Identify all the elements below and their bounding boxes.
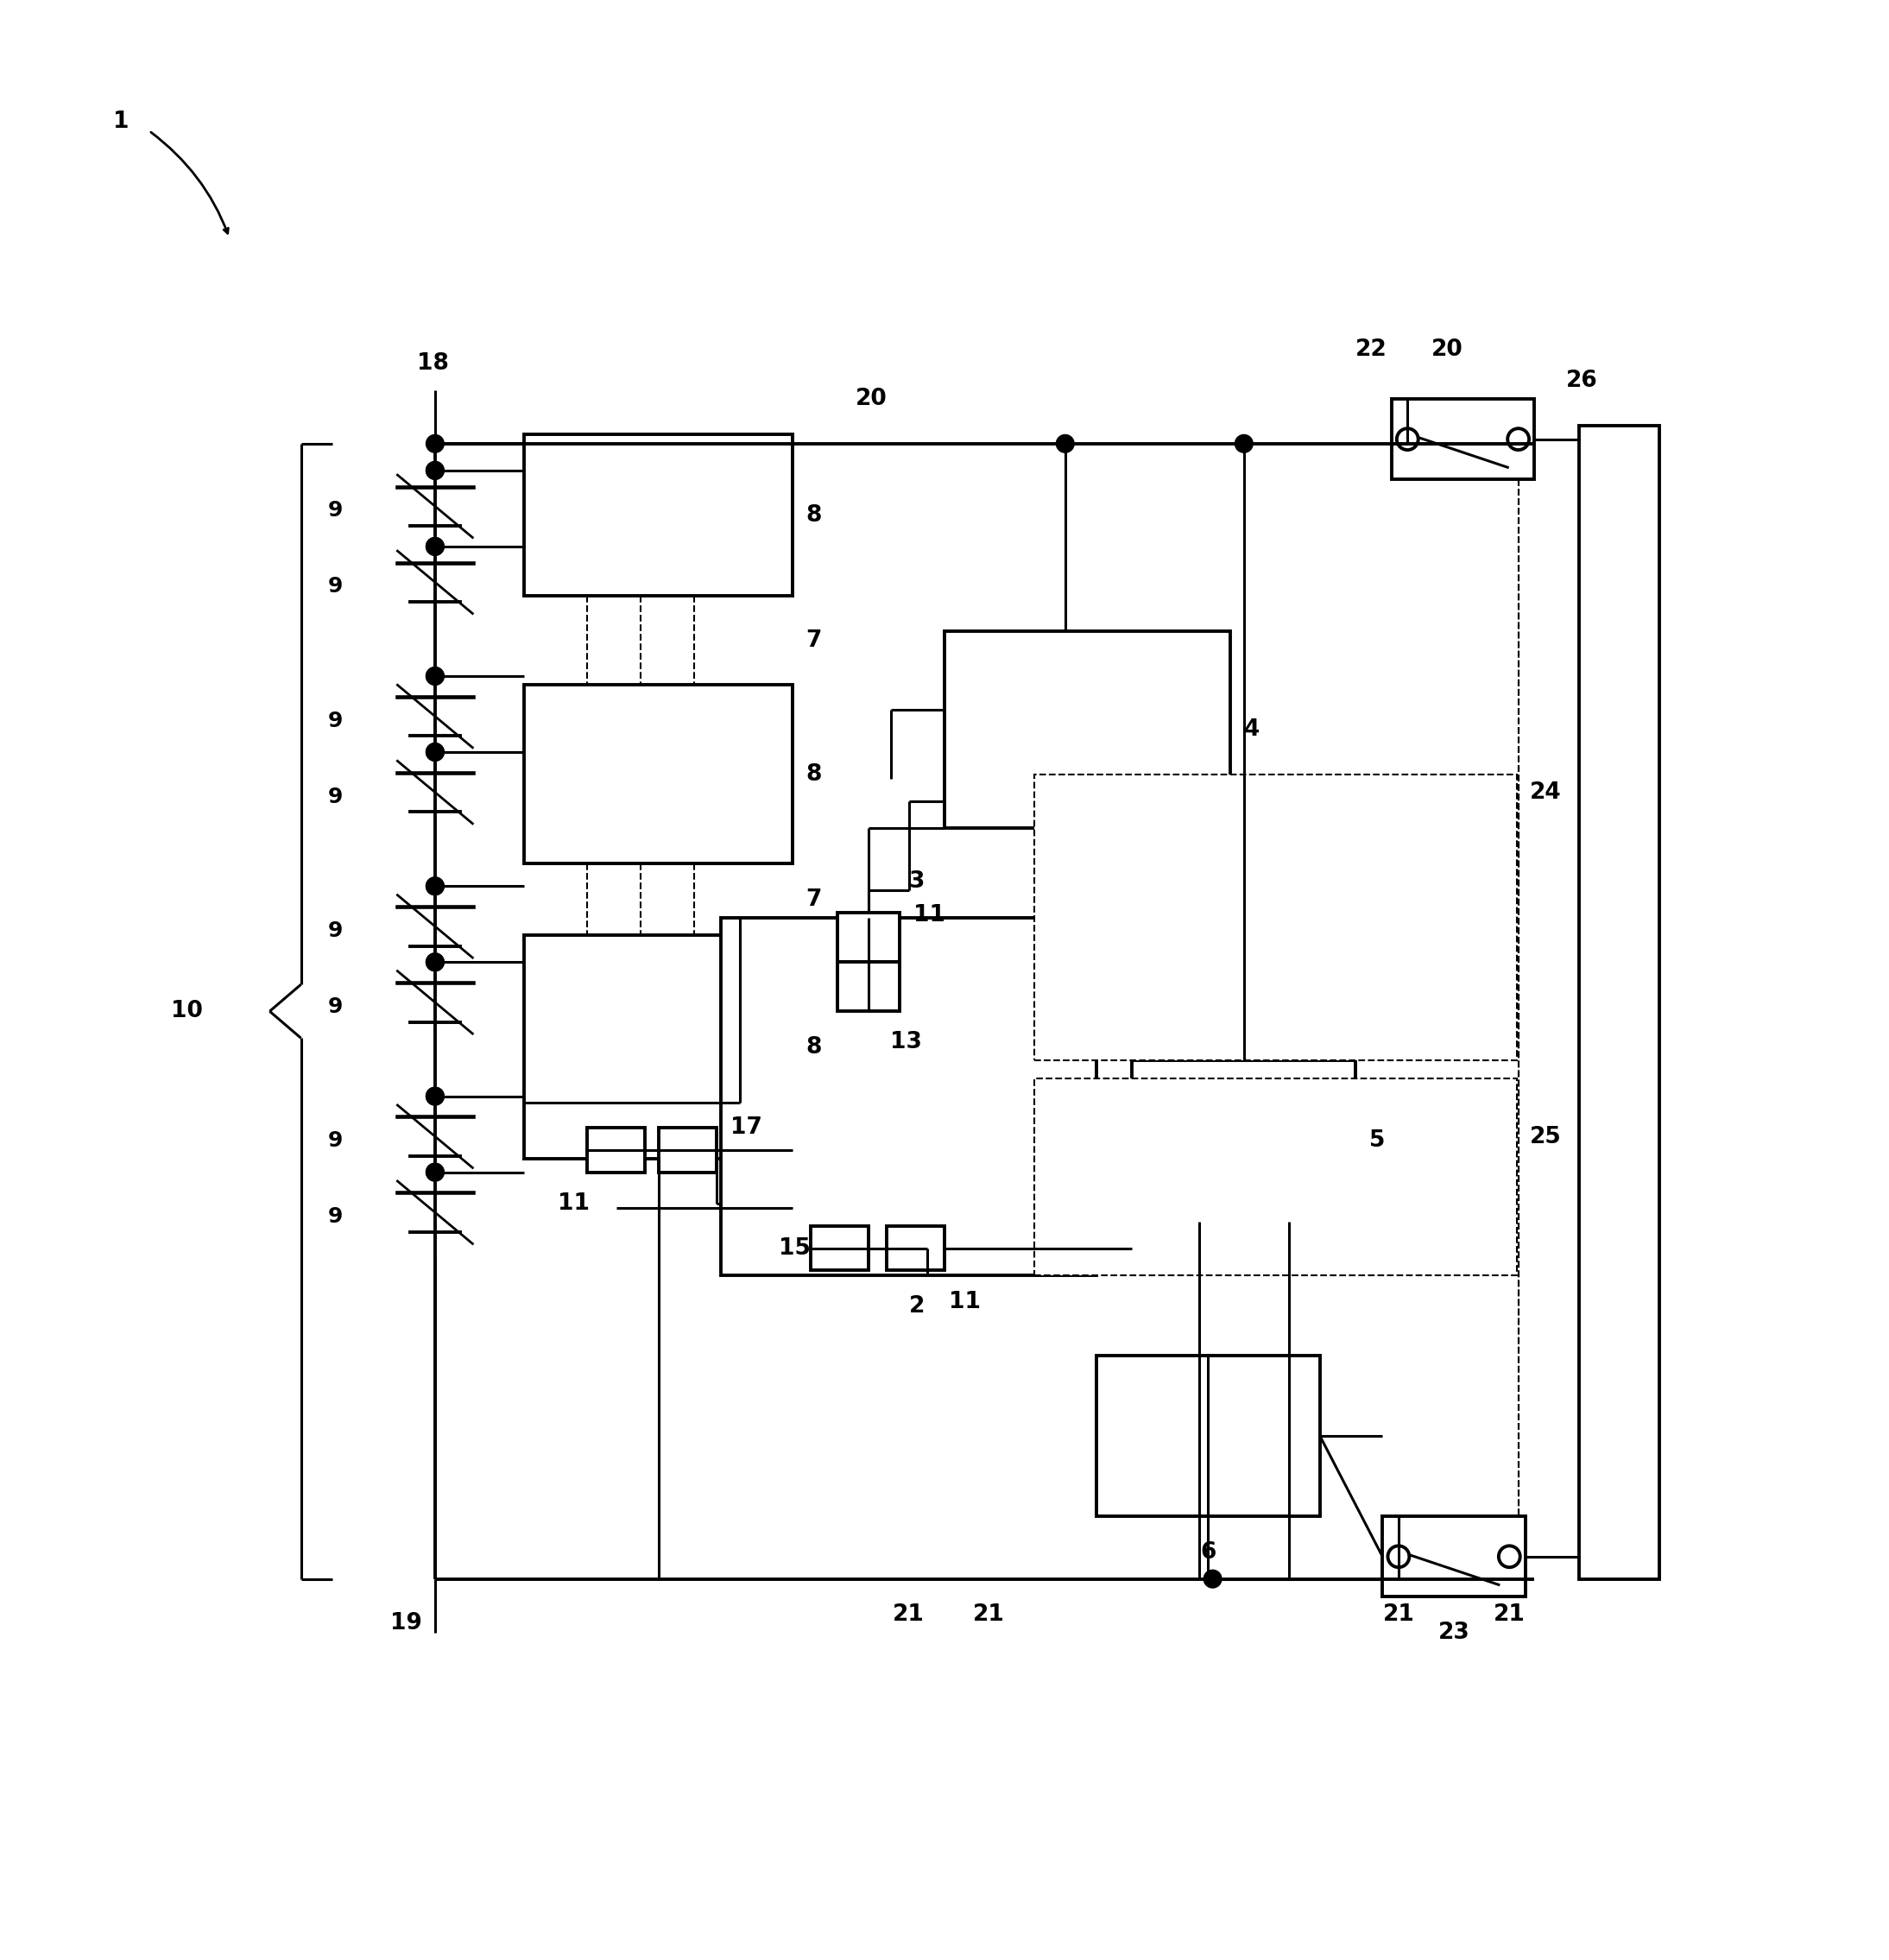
Bar (837, 913, 899, 962)
Text: 10: 10 (172, 1000, 204, 1023)
Bar (525, 935, 793, 1158)
Circle shape (427, 435, 444, 453)
Circle shape (427, 537, 444, 555)
Text: 13: 13 (890, 1031, 922, 1054)
Bar (1383, 1517, 1526, 1597)
Text: 21: 21 (1383, 1603, 1415, 1627)
Text: 15: 15 (778, 1237, 810, 1260)
Circle shape (427, 461, 444, 480)
Circle shape (427, 666, 444, 684)
Text: 20: 20 (1432, 339, 1464, 361)
Text: 11: 11 (557, 1192, 589, 1215)
Text: 21: 21 (973, 1603, 1005, 1627)
Text: 1: 1 (113, 110, 128, 133)
Circle shape (427, 1162, 444, 1182)
Text: 22: 22 (1356, 339, 1387, 361)
Text: 7: 7 (807, 629, 822, 651)
Circle shape (1203, 1570, 1222, 1588)
Bar (1579, 425, 1660, 1580)
Text: 20: 20 (856, 388, 886, 410)
Text: 9: 9 (329, 1207, 342, 1227)
Text: 21: 21 (1494, 1603, 1524, 1627)
Bar (810, 1225, 869, 1270)
Circle shape (1235, 435, 1252, 453)
Text: 9: 9 (329, 996, 342, 1017)
Text: 24: 24 (1530, 780, 1562, 804)
Text: 9: 9 (329, 921, 342, 941)
Text: 18: 18 (417, 353, 450, 374)
Circle shape (427, 666, 444, 684)
Circle shape (427, 461, 444, 480)
Text: 5: 5 (1370, 1129, 1385, 1152)
Text: 4: 4 (1245, 719, 1260, 741)
Bar (837, 962, 899, 1011)
Text: 9: 9 (329, 786, 342, 808)
Bar (945, 631, 1230, 827)
Bar (1096, 1356, 1320, 1517)
Text: 9: 9 (329, 576, 342, 598)
Bar (659, 1127, 716, 1172)
Bar (1132, 1060, 1356, 1221)
Circle shape (427, 878, 444, 896)
Circle shape (427, 953, 444, 970)
Bar (886, 1225, 945, 1270)
Text: 9: 9 (329, 500, 342, 521)
Circle shape (427, 743, 444, 760)
Bar (1392, 400, 1534, 480)
Text: 7: 7 (807, 888, 822, 911)
Circle shape (427, 878, 444, 896)
Text: 19: 19 (391, 1613, 421, 1635)
Circle shape (427, 953, 444, 970)
Text: 25: 25 (1530, 1127, 1562, 1149)
Text: 21: 21 (893, 1603, 924, 1627)
Bar (1033, 1078, 1517, 1276)
Text: 6: 6 (1200, 1541, 1217, 1564)
Text: 8: 8 (807, 762, 822, 786)
Bar (525, 684, 793, 864)
Bar (525, 435, 793, 596)
Text: 8: 8 (807, 504, 822, 527)
Bar (587, 1127, 644, 1172)
Circle shape (427, 1162, 444, 1182)
Circle shape (1056, 435, 1075, 453)
Text: 17: 17 (729, 1117, 761, 1139)
Bar (1033, 774, 1517, 1060)
Text: 11: 11 (948, 1290, 980, 1313)
Circle shape (427, 743, 444, 760)
Text: 3: 3 (909, 870, 924, 894)
Text: 9: 9 (329, 1131, 342, 1151)
Circle shape (427, 1088, 444, 1105)
Text: 11: 11 (912, 904, 945, 927)
Text: 8: 8 (807, 1035, 822, 1058)
Text: 9: 9 (329, 710, 342, 731)
Circle shape (427, 1088, 444, 1105)
Text: 23: 23 (1438, 1621, 1470, 1644)
Circle shape (427, 537, 444, 555)
Text: 2: 2 (909, 1296, 924, 1317)
Text: 26: 26 (1566, 370, 1598, 392)
Bar (722, 917, 1096, 1276)
